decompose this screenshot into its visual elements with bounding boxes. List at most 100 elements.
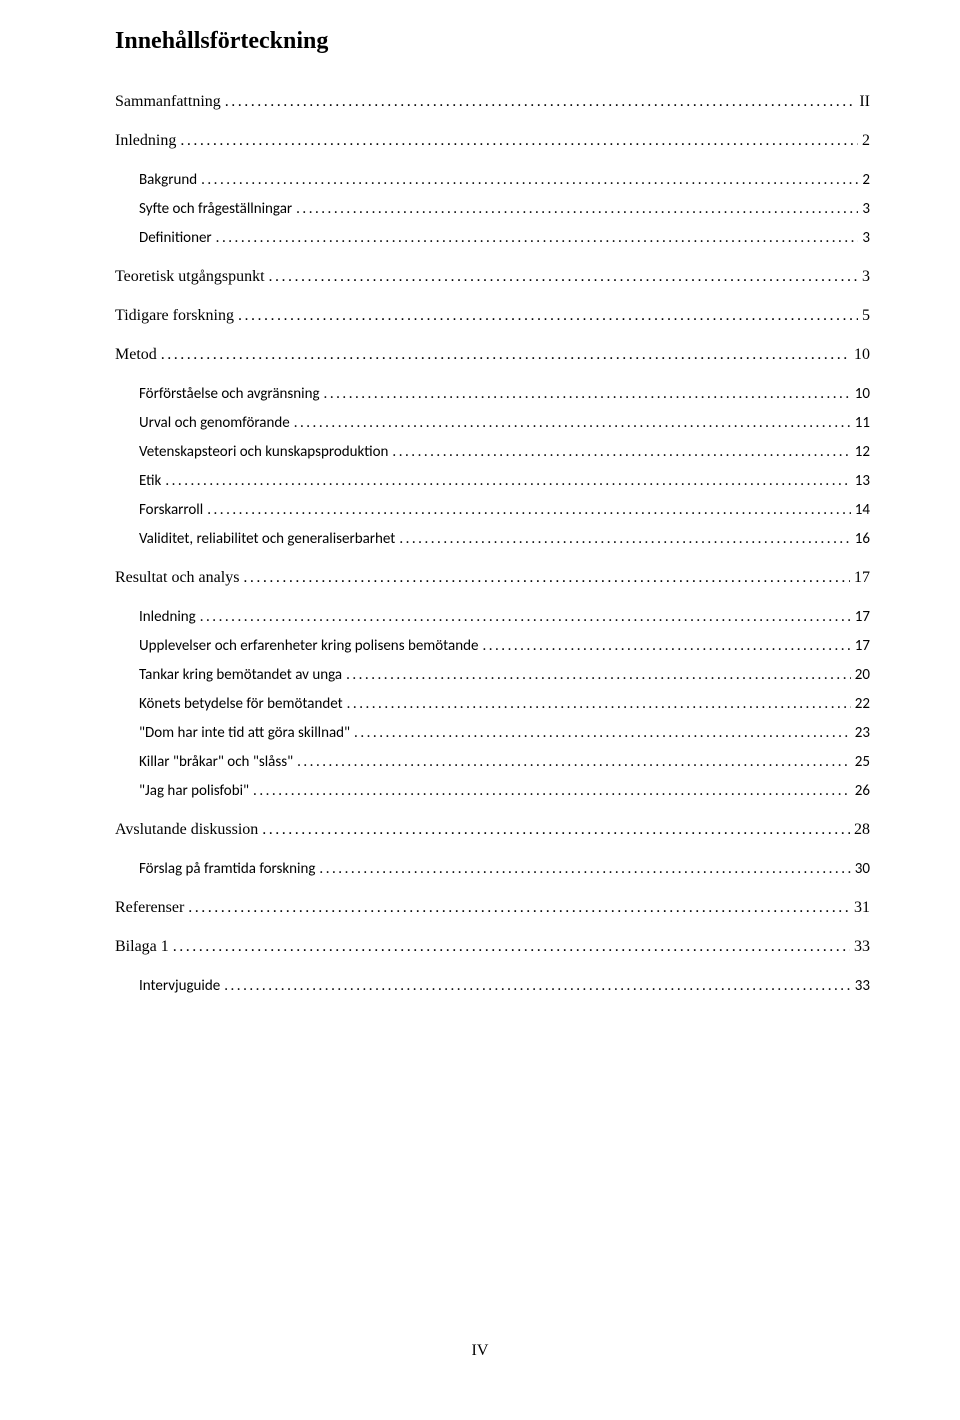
toc-entry: Syfte och frågeställningar 3: [139, 200, 870, 218]
toc-leader-dots: [180, 132, 858, 150]
toc-entry-page: 28: [854, 821, 870, 839]
toc-entry: Killar "bråkar" och "slåss" 25: [139, 753, 870, 771]
toc-entry: Validitet, reliabilitet och generaliserb…: [139, 530, 870, 548]
toc-entry-label: Upplevelser och erfarenheter kring polis…: [139, 637, 478, 655]
toc-leader-dots: [224, 977, 851, 995]
toc-entry-page: 5: [862, 307, 870, 325]
toc-leader-dots: [161, 346, 850, 364]
toc-entry-label: Teoretisk utgångspunkt: [115, 268, 265, 286]
toc-entry-page: 17: [854, 569, 870, 587]
toc-entry: Etik 13: [139, 472, 870, 490]
toc-entry-page: 16: [855, 530, 870, 548]
toc-entry: Tidigare forskning 5: [115, 307, 870, 325]
toc-entry-label: Könets betydelse för bemötandet: [139, 695, 343, 713]
toc-entry: Bilaga 1 33: [115, 938, 870, 956]
toc-entry-label: Etik: [139, 472, 161, 490]
toc-leader-dots: [165, 472, 850, 490]
toc-entry-page: 26: [855, 782, 870, 800]
toc-entry-page: 17: [855, 637, 870, 655]
toc-entry-label: Tidigare forskning: [115, 307, 234, 325]
page-title: Innehållsförteckning: [115, 28, 870, 55]
toc-entry-label: Inledning: [139, 608, 196, 626]
toc-entry-label: Tankar kring bemötandet av unga: [139, 666, 342, 684]
toc-entry-label: Metod: [115, 346, 157, 364]
toc-entry: Resultat och analys 17: [115, 569, 870, 587]
toc-leader-dots: [392, 443, 850, 461]
toc-entry-page: 3: [862, 268, 870, 286]
toc-entry-label: Forskarroll: [139, 501, 203, 519]
toc-entry: Vetenskapsteori och kunskapsproduktion 1…: [139, 443, 870, 461]
toc-entry-page: 30: [855, 860, 870, 878]
toc-entry: Bakgrund 2: [139, 171, 870, 189]
toc-entry-page: 31: [854, 899, 870, 917]
toc-leader-dots: [324, 385, 851, 403]
toc-entry-label: Syfte och frågeställningar: [139, 200, 292, 218]
toc-entry: Upplevelser och erfarenheter kring polis…: [139, 637, 870, 655]
toc-leader-dots: [319, 860, 850, 878]
toc-entry: Definitioner 3: [139, 229, 870, 247]
toc-entry-page: 13: [855, 472, 870, 490]
toc-entry-page: II: [859, 93, 870, 111]
toc-entry-label: Bakgrund: [139, 171, 197, 189]
toc-entry-label: Referenser: [115, 899, 184, 917]
toc-entry-label: Inledning: [115, 132, 176, 150]
toc-leader-dots: [173, 938, 850, 956]
toc-leader-dots: [253, 782, 851, 800]
toc-entry: Referenser 31: [115, 899, 870, 917]
toc-leader-dots: [296, 200, 858, 218]
toc-leader-dots: [294, 414, 851, 432]
toc-leader-dots: [188, 899, 850, 917]
toc-entry-label: Urval och genomförande: [139, 414, 290, 432]
toc-entry-page: 12: [855, 443, 870, 461]
toc-entry: Inledning 2: [115, 132, 870, 150]
toc-entry: "Jag har polisfobi" 26: [139, 782, 870, 800]
toc-entry-page: 3: [862, 200, 870, 218]
toc-entry: Urval och genomförande 11: [139, 414, 870, 432]
toc-entry-page: 20: [855, 666, 870, 684]
toc-leader-dots: [200, 608, 851, 626]
toc-entry-label: Intervjuguide: [139, 977, 220, 995]
toc-entry-page: 17: [855, 608, 870, 626]
toc-entry-page: 2: [862, 171, 870, 189]
toc-entry-page: 10: [855, 385, 870, 403]
toc-leader-dots: [399, 530, 850, 548]
toc-leader-dots: [243, 569, 850, 587]
table-of-contents: Sammanfattning IIInledning 2Bakgrund 2Sy…: [115, 93, 870, 995]
toc-entry-label: Definitioner: [139, 229, 212, 247]
toc-entry-page: 11: [855, 414, 870, 432]
toc-entry-page: 22: [855, 695, 870, 713]
toc-entry-page: 25: [855, 753, 870, 771]
toc-entry-label: Förslag på framtida forskning: [139, 860, 315, 878]
toc-entry-page: 2: [862, 132, 870, 150]
toc-entry: Metod 10: [115, 346, 870, 364]
toc-entry-page: 14: [855, 501, 870, 519]
toc-leader-dots: [347, 695, 851, 713]
toc-entry: Forskarroll 14: [139, 501, 870, 519]
toc-entry: Förslag på framtida forskning 30: [139, 860, 870, 878]
toc-entry-page: 33: [855, 977, 870, 995]
toc-leader-dots: [225, 93, 856, 111]
toc-leader-dots: [269, 268, 858, 286]
toc-entry-label: Bilaga 1: [115, 938, 169, 956]
toc-entry-page: 33: [854, 938, 870, 956]
toc-leader-dots: [482, 637, 850, 655]
toc-entry-page: 23: [855, 724, 870, 742]
toc-leader-dots: [216, 229, 859, 247]
toc-entry-label: Resultat och analys: [115, 569, 239, 587]
toc-entry-label: Killar "bråkar" och "slåss": [139, 753, 293, 771]
toc-entry-page: 3: [862, 229, 870, 247]
toc-leader-dots: [354, 724, 851, 742]
toc-entry: Avslutande diskussion 28: [115, 821, 870, 839]
toc-entry: Könets betydelse för bemötandet 22: [139, 695, 870, 713]
toc-entry-label: Sammanfattning: [115, 93, 221, 111]
toc-entry-label: "Dom har inte tid att göra skillnad": [139, 724, 350, 742]
toc-leader-dots: [262, 821, 850, 839]
toc-entry: Förförståelse och avgränsning 10: [139, 385, 870, 403]
toc-leader-dots: [346, 666, 851, 684]
toc-entry-page: 10: [854, 346, 870, 364]
toc-entry-label: Förförståelse och avgränsning: [139, 385, 320, 403]
toc-leader-dots: [207, 501, 851, 519]
toc-leader-dots: [201, 171, 858, 189]
toc-entry: Inledning 17: [139, 608, 870, 626]
toc-entry-label: "Jag har polisfobi": [139, 782, 249, 800]
